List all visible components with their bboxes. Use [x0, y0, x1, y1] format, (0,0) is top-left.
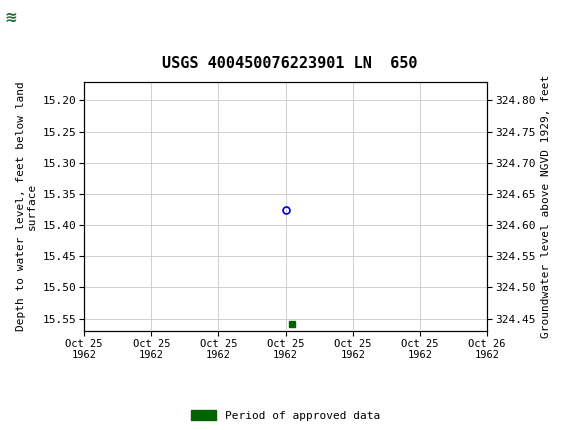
- Text: USGS: USGS: [28, 10, 75, 25]
- Text: USGS 400450076223901 LN  650: USGS 400450076223901 LN 650: [162, 56, 418, 71]
- Text: ≋: ≋: [4, 10, 17, 25]
- Y-axis label: Depth to water level, feet below land
surface: Depth to water level, feet below land su…: [16, 82, 37, 331]
- Legend: Period of approved data: Period of approved data: [187, 406, 385, 425]
- Bar: [3, 3, 67, 32]
- Y-axis label: Groundwater level above NGVD 1929, feet: Groundwater level above NGVD 1929, feet: [541, 75, 551, 338]
